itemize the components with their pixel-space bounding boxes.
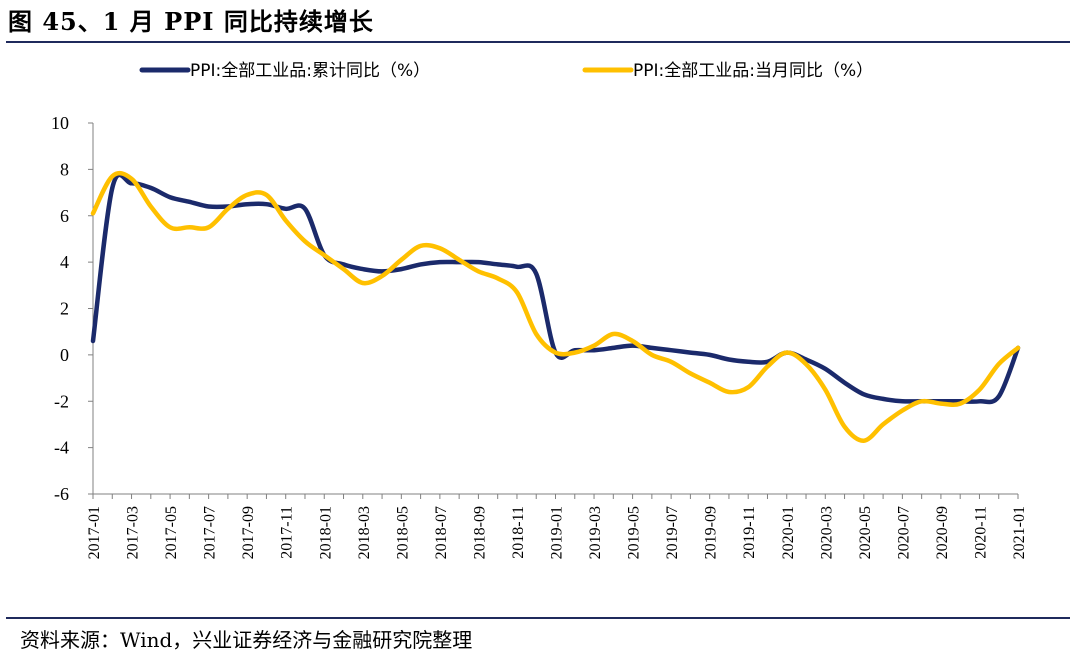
- x-tick-label: 2019-03: [587, 506, 604, 559]
- source-rule: [6, 617, 1070, 619]
- x-tick-label: 2020-01: [780, 506, 797, 559]
- x-tick-label: 2018-07: [433, 506, 450, 559]
- x-tick-label: 2019-11: [741, 506, 758, 559]
- x-tick-label: 2021-01: [1011, 506, 1028, 559]
- y-tick-label: -6: [54, 484, 69, 504]
- source-note: 资料来源：Wind，兴业证券经济与金融研究院整理: [20, 628, 473, 652]
- x-tick-label: 2017-01: [86, 506, 103, 559]
- x-tick-label: 2018-03: [356, 506, 373, 559]
- y-tick-label: 8: [60, 159, 69, 179]
- series-lines: [90, 170, 1021, 443]
- y-tick-label: 2: [60, 299, 69, 319]
- axes: -6 -4 -2 0 2 4 6 8 10 2017-01 2017-03 2017-05 2017-0…: [51, 113, 1028, 559]
- series-line-monthly: [90, 170, 1021, 443]
- legend: PPI:全部工业品:累计同比（%） PPI:全部工业品:当月同比（%）: [139, 61, 873, 81]
- legend-label-monthly: PPI:全部工业品:当月同比（%）: [633, 61, 873, 81]
- x-tick-label: 2020-05: [857, 506, 874, 559]
- title-rule: [6, 41, 1070, 43]
- x-tick-label: 2018-11: [510, 506, 527, 559]
- x-tick-label: 2019-01: [549, 506, 566, 559]
- x-tick-label: 2018-05: [394, 506, 411, 559]
- series-line-cumulative: [90, 172, 1021, 405]
- x-tick-label: 2018-09: [471, 506, 488, 559]
- x-tick-label: 2019-09: [703, 506, 720, 559]
- x-tick-label: 2020-11: [972, 506, 989, 559]
- x-tick-label: 2017-07: [202, 506, 219, 559]
- x-tick-label: 2020-09: [934, 506, 951, 559]
- x-tick-label: 2017-03: [125, 506, 142, 559]
- legend-label-cumulative: PPI:全部工业品:累计同比（%）: [190, 61, 430, 81]
- x-tick-label: 2017-09: [240, 506, 257, 559]
- y-tick-label: 10: [51, 113, 69, 133]
- x-tick-label: 2019-05: [626, 506, 643, 559]
- y-tick-label: -2: [54, 391, 69, 411]
- y-tick-label: 0: [60, 345, 69, 365]
- y-tick-label: 6: [60, 206, 69, 226]
- x-tick-label: 2017-05: [163, 506, 180, 559]
- x-tick-label: 2020-03: [818, 506, 835, 559]
- line-chart: PPI:全部工业品:累计同比（%） PPI:全部工业品:当月同比（%） -6 -4…: [51, 61, 1028, 559]
- figure-title: 图 45、1 月 PPI 同比持续增长: [8, 7, 374, 36]
- x-tick-label: 2019-07: [664, 506, 681, 559]
- x-tick-label: 2017-11: [279, 506, 296, 559]
- x-tick-label: 2020-07: [895, 506, 912, 559]
- x-tick-label: 2018-01: [317, 506, 334, 559]
- y-tick-label: 4: [60, 252, 69, 272]
- y-tick-label: -4: [54, 438, 69, 458]
